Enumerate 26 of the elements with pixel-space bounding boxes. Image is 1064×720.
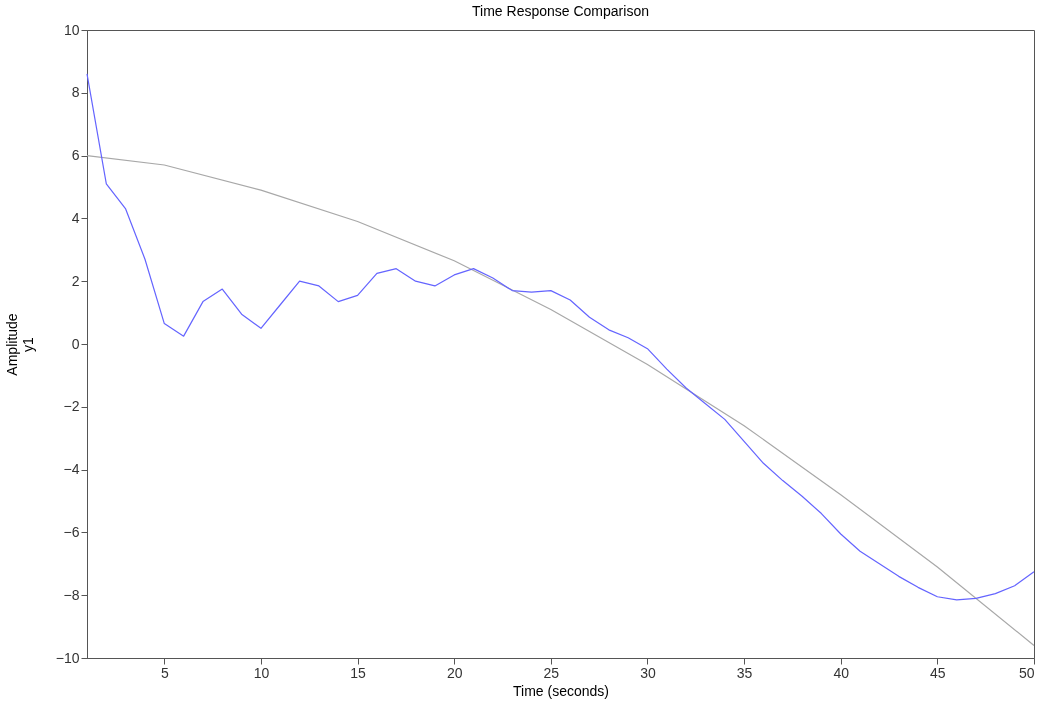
y-tick-label: −10 — [55, 649, 80, 666]
x-tick-label: 50 — [1018, 664, 1035, 681]
x-tick-label: 10 — [253, 664, 270, 681]
x-tick-label: 45 — [930, 664, 946, 681]
y-tick-label: −2 — [63, 398, 80, 415]
x-tick-label: 20 — [446, 664, 463, 681]
x-tick-label: 5 — [160, 664, 169, 681]
y-tick-label: 8 — [71, 84, 80, 101]
y-tick-label: −6 — [63, 523, 80, 540]
y-tick-label: −8 — [63, 586, 80, 603]
y-tick-label: 0 — [71, 335, 80, 352]
x-tick-label: 40 — [833, 664, 850, 681]
x-tick-label: 15 — [350, 664, 367, 681]
x-tick-label: 35 — [736, 664, 753, 681]
x-axis-title: Time (seconds) — [513, 682, 609, 699]
x-tick-label: 25 — [543, 664, 560, 681]
y-axis-title: Amplitude y1 — [3, 313, 36, 376]
y-tick-label: −4 — [63, 461, 80, 478]
y-tick-label: 4 — [71, 209, 80, 226]
line-series — [86, 73, 1035, 601]
y-tick-label: 6 — [71, 147, 80, 164]
x-tick-label: 30 — [640, 664, 656, 681]
y-tick-label: 10 — [63, 21, 80, 38]
y-tick-label: 2 — [71, 272, 80, 289]
line-series — [86, 155, 1035, 647]
chart-title: Time Response Comparison — [472, 3, 649, 19]
